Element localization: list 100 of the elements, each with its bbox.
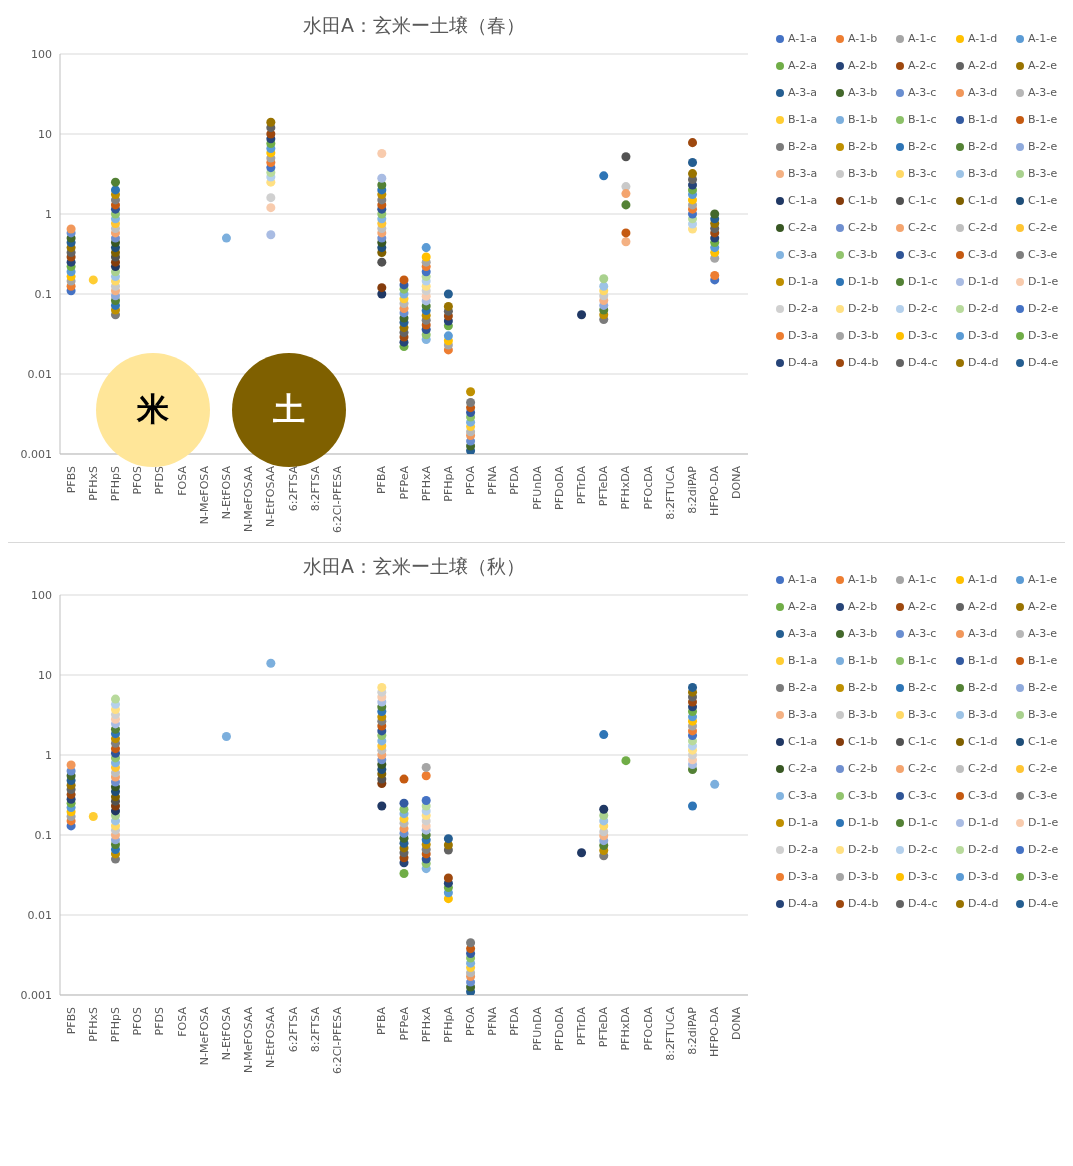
- point: [421, 243, 431, 253]
- legend-label: C-2-e: [1028, 221, 1058, 234]
- x-tick-label: PFOS: [131, 465, 145, 495]
- legend-label: D-3-c: [908, 329, 938, 342]
- legend-label: B-2-b: [848, 140, 878, 153]
- legend-label: C-3-c: [908, 789, 937, 802]
- x-tick-label: PFBA: [375, 465, 389, 495]
- legend-label: D-4-e: [1028, 897, 1059, 910]
- legend-label: B-1-c: [908, 113, 937, 126]
- x-tick-label: PFBS: [64, 1006, 78, 1035]
- legend-label: B-2-d: [968, 140, 998, 153]
- x-tick-label: N-MeFOSA: [197, 465, 211, 525]
- legend-label: A-2-c: [908, 600, 937, 613]
- y-tick-label: 0.01: [27, 367, 52, 381]
- point: [399, 798, 409, 808]
- legend-label: C-2-d: [968, 762, 998, 775]
- point: [421, 795, 431, 805]
- point: [66, 760, 76, 770]
- x-tick-label: PFDS: [153, 1006, 167, 1036]
- x-tick-label: FOSA: [175, 1006, 189, 1037]
- legend-label: C-3-e: [1028, 789, 1058, 802]
- x-tick-label: 6:2FTSA: [286, 1006, 300, 1053]
- point: [399, 774, 409, 784]
- x-tick-label: PFTeDA: [597, 465, 611, 507]
- point: [399, 275, 409, 285]
- legend-label: D-1-e: [1028, 816, 1059, 829]
- point: [443, 331, 453, 341]
- point: [266, 203, 276, 213]
- legend-label: B-3-b: [848, 167, 878, 180]
- y-tick-label: 0.01: [27, 908, 52, 922]
- point: [577, 848, 587, 858]
- y-tick-label: 0.1: [34, 828, 52, 842]
- legend-label: D-2-b: [848, 843, 879, 856]
- legend-label: A-1-d: [968, 32, 998, 45]
- legend-label: B-3-c: [908, 167, 937, 180]
- x-tick-label: PFDoDA: [552, 1006, 566, 1051]
- x-tick-label: PFHxDA: [619, 465, 633, 510]
- point: [599, 171, 609, 181]
- chart-title: 水田A：玄米ー土壌（秋）: [302, 554, 526, 579]
- x-tick-label: PFUnDA: [530, 465, 544, 510]
- point: [377, 257, 387, 267]
- legend-label: D-2-a: [788, 302, 819, 315]
- x-tick-label: PFPeA: [397, 465, 411, 500]
- legend-label: A-3-d: [968, 86, 998, 99]
- legend-label: D-3-e: [1028, 329, 1059, 342]
- legend-label: A-2-c: [908, 59, 937, 72]
- x-tick-label: PFOA: [464, 465, 478, 495]
- legend-label: B-3-c: [908, 708, 937, 721]
- legend-label: A-1-c: [908, 573, 937, 586]
- legend-label: B-3-e: [1028, 708, 1058, 721]
- legend-label: B-1-c: [908, 654, 937, 667]
- legend-label: D-1-d: [968, 275, 999, 288]
- point: [621, 152, 631, 162]
- x-tick-label: 8:2FTUCA: [663, 1006, 677, 1061]
- point: [221, 732, 231, 742]
- x-tick-label: N-MeFOSAA: [242, 465, 256, 532]
- legend-label: A-1-c: [908, 32, 937, 45]
- legend-label: A-3-b: [848, 627, 878, 640]
- point: [110, 694, 120, 704]
- legend-label: A-1-e: [1028, 573, 1057, 586]
- x-tick-label: PFOS: [131, 1006, 145, 1036]
- legend-label: D-1-c: [908, 275, 938, 288]
- point: [110, 177, 120, 187]
- legend-label: C-1-b: [848, 735, 878, 748]
- legend-label: C-1-b: [848, 194, 878, 207]
- x-tick-label: N-EtFOSA: [219, 1006, 233, 1061]
- legend-label: B-1-b: [848, 654, 878, 667]
- legend-label: C-3-c: [908, 248, 937, 261]
- x-tick-label: PFNA: [486, 465, 500, 495]
- legend-label: B-2-d: [968, 681, 998, 694]
- legend-label: C-2-a: [788, 221, 818, 234]
- legend-label: C-3-b: [848, 789, 878, 802]
- x-tick-label: 8:2diPAP: [686, 1006, 700, 1055]
- x-tick-label: PFTrDA: [575, 1006, 589, 1046]
- legend-label: C-2-e: [1028, 762, 1058, 775]
- legend-label: C-1-c: [908, 194, 937, 207]
- point: [710, 271, 720, 281]
- x-tick-label: PFUnDA: [530, 1006, 544, 1051]
- x-tick-label: HFPO-DA: [708, 1006, 722, 1057]
- point: [599, 281, 609, 291]
- legend-label: B-2-e: [1028, 681, 1058, 694]
- legend-label: A-2-d: [968, 600, 998, 613]
- point: [88, 812, 98, 822]
- legend-label: D-4-e: [1028, 356, 1059, 369]
- legend-label: A-2-b: [848, 600, 878, 613]
- x-tick-label: PFHxDA: [619, 1006, 633, 1051]
- x-tick-label: PFDA: [508, 465, 522, 495]
- point: [599, 804, 609, 814]
- legend-label: A-2-a: [788, 59, 817, 72]
- legend-label: C-3-b: [848, 248, 878, 261]
- point: [466, 938, 476, 948]
- legend-label: A-3-a: [788, 86, 817, 99]
- legend-label: D-3-a: [788, 329, 819, 342]
- x-tick-label: PFHxA: [419, 1006, 433, 1043]
- point: [621, 189, 631, 199]
- legend-label: D-3-b: [848, 870, 879, 883]
- point: [443, 301, 453, 311]
- legend-label: D-3-a: [788, 870, 819, 883]
- x-tick-label: N-MeFOSA: [197, 1006, 211, 1066]
- legend-label: D-2-c: [908, 843, 938, 856]
